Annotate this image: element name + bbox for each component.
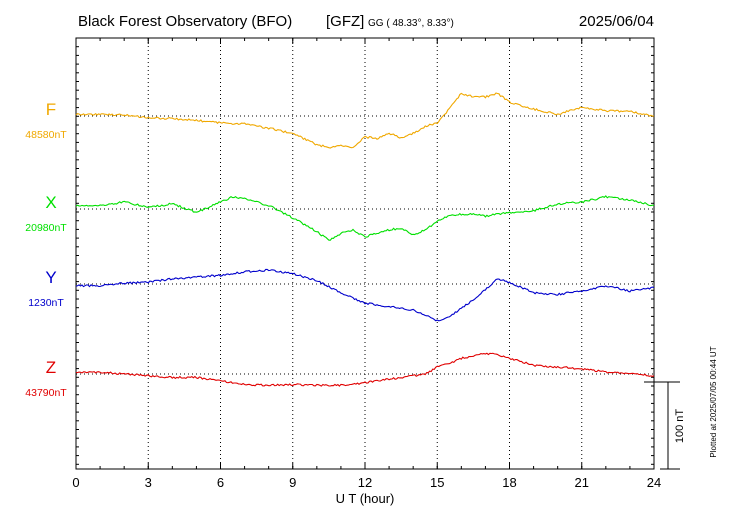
series-line-z [76,352,655,387]
x-tick-label: 9 [289,475,296,490]
baseline-label-z: 43790nT [25,387,67,399]
x-tick-label: 3 [145,475,152,490]
chart-date: 2025/06/04 [579,13,654,30]
baseline-label-x: 20980nT [25,222,67,234]
series-line-y [75,268,655,322]
baseline-label-f: 48580nT [25,129,67,141]
series-name-z: Z [46,358,56,377]
baseline-label-y: 1230nT [28,297,64,309]
x-axis: 0 3 6 9 12 15 18 21 24 [72,37,661,490]
grid [76,38,654,469]
x-tick-label: 15 [430,475,444,490]
x-tick-label: 6 [217,475,224,490]
x-tick-label: 24 [647,475,661,490]
station-coords: GG ( 48.33°, 8.33°) [368,18,454,29]
x-tick-label: 0 [72,475,79,490]
x-tick-label: 12 [358,475,372,490]
series-group: F 48580nT X 20980nT Y 1230nT Z 43790nT [25,92,655,399]
series-name-y: Y [45,268,56,287]
plotted-timestamp: Plotted at 2025/07/05 00:44 UT [709,346,718,457]
scale-bar-label: 100 nT [674,409,686,444]
chart-title: Black Forest Observatory (BFO) [78,13,292,30]
x-tick-label: 18 [502,475,516,490]
x-axis-label: U T (hour) [336,491,395,506]
series-line-f [75,92,655,149]
series-name-x: X [45,193,56,212]
series-name-f: F [46,100,56,119]
scale-bar [644,381,680,470]
institute-label: [GFZ] [326,13,364,30]
series-line-x [75,195,655,241]
x-tick-label: 21 [575,475,589,490]
